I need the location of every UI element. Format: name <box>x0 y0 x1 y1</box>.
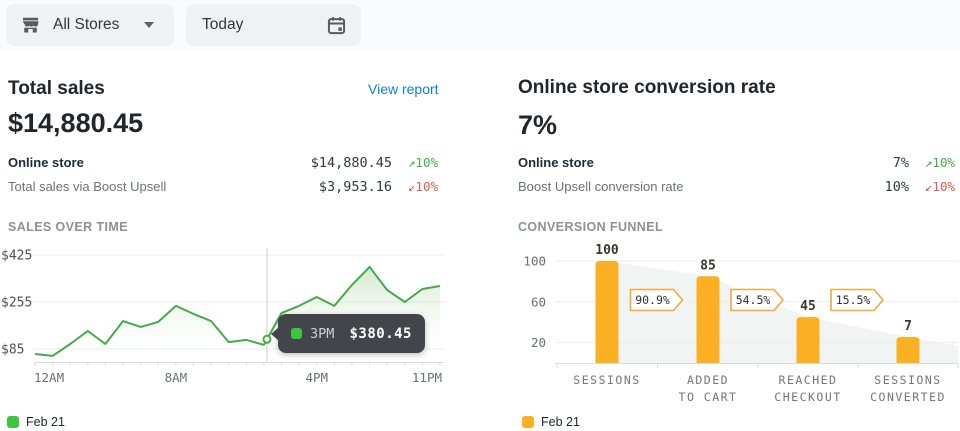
svg-text:4PM: 4PM <box>305 370 328 385</box>
top-bar: All Stores Today <box>0 0 960 50</box>
total-sales-value: $14,880.45 <box>8 108 144 138</box>
trend-down-icon: ↙ <box>924 179 933 194</box>
legend-color-swatch <box>522 416 534 428</box>
chevron-down-icon <box>144 22 154 28</box>
svg-text:CHECKOUT: CHECKOUT <box>774 390 841 404</box>
svg-text:CONVERTED: CONVERTED <box>870 390 946 404</box>
conversion-rate-value: 7% <box>518 110 558 140</box>
table-row: Boost Upsell conversion rate 10% ↙10% <box>518 177 955 196</box>
row-value: 10% <box>884 178 909 195</box>
date-selector-label: Today <box>202 16 244 33</box>
svg-text:8AM: 8AM <box>165 370 188 385</box>
conversion-rate-title: Online store conversion rate <box>518 77 776 98</box>
legend-label: Feb 21 <box>541 415 580 429</box>
store-selector-button[interactable]: All Stores <box>6 4 174 46</box>
svg-text:SESSIONS: SESSIONS <box>874 373 941 387</box>
total-sales-breakdown: Online store $14,880.45 ↗10% Total sales… <box>8 153 438 196</box>
svg-text:SESSIONS: SESSIONS <box>573 373 640 387</box>
table-row: Total sales via Boost Upsell $3,953.16 ↙… <box>8 177 438 196</box>
row-label: Online store <box>8 155 84 170</box>
view-report-link[interactable]: View report <box>368 81 439 97</box>
svg-text:100: 100 <box>595 243 619 258</box>
svg-text:REACHED: REACHED <box>779 373 838 387</box>
legend-label: Feb 21 <box>26 415 65 429</box>
conversion-funnel-chart[interactable]: 100 60 20 100 85 45 7 90.9% 54.5% 15.5% SESSIONS AD… <box>510 240 960 410</box>
svg-text:15.5%: 15.5% <box>836 293 871 307</box>
chart-tooltip: 3PM $380.45 <box>271 314 425 353</box>
tooltip-arrow <box>271 327 279 341</box>
date-selector-button[interactable]: Today <box>186 4 361 46</box>
row-value: $3,953.16 <box>318 178 392 195</box>
svg-text:$255: $255 <box>1 295 32 310</box>
svg-text:TO CART: TO CART <box>679 390 738 404</box>
sales-over-time-label: SALES OVER TIME <box>8 220 128 234</box>
trend-up-icon: ↗ <box>924 155 933 170</box>
row-value: 7% <box>892 154 909 171</box>
delta-value: 10% <box>415 155 438 170</box>
delta-value: 10% <box>415 179 438 194</box>
delta-value: 10% <box>932 155 955 170</box>
tooltip-value: $380.45 <box>349 325 412 342</box>
svg-text:90.9%: 90.9% <box>635 293 670 307</box>
row-label: Total sales via Boost Upsell <box>8 179 167 194</box>
delta-value: 10% <box>932 179 955 194</box>
svg-text:11PM: 11PM <box>412 370 442 385</box>
legend-color-swatch <box>7 416 19 428</box>
store-selector-label: All Stores <box>53 16 120 33</box>
trend-down-badge: ↙10% <box>909 179 955 194</box>
trend-up-badge: ↗10% <box>909 155 955 170</box>
conversion-funnel-label: CONVERSION FUNNEL <box>518 220 664 234</box>
svg-text:45: 45 <box>800 299 816 314</box>
row-label: Boost Upsell conversion rate <box>518 179 684 194</box>
total-sales-title: Total sales <box>8 78 105 99</box>
svg-text:7: 7 <box>904 319 912 334</box>
svg-text:54.5%: 54.5% <box>736 293 771 307</box>
svg-text:$85: $85 <box>1 343 24 358</box>
trend-down-badge: ↙10% <box>392 179 438 194</box>
series-color-swatch <box>291 328 302 339</box>
svg-text:12AM: 12AM <box>34 370 64 385</box>
svg-text:20: 20 <box>531 335 546 350</box>
row-value: $14,880.45 <box>310 154 392 171</box>
svg-text:$425: $425 <box>1 248 32 263</box>
trend-up-icon: ↗ <box>407 155 416 170</box>
table-row: Online store $14,880.45 ↗10% <box>8 153 438 172</box>
conversion-breakdown: Online store 7% ↗10% Boost Upsell conver… <box>518 153 955 196</box>
funnel-legend: Feb 21 <box>522 415 580 429</box>
table-row: Online store 7% ↗10% <box>518 153 955 172</box>
storefront-icon <box>20 15 41 35</box>
svg-text:60: 60 <box>531 294 546 309</box>
svg-text:100: 100 <box>523 254 546 269</box>
trend-up-badge: ↗10% <box>392 155 438 170</box>
trend-down-icon: ↙ <box>407 179 416 194</box>
tooltip-time: 3PM <box>310 325 335 342</box>
sales-legend: Feb 21 <box>7 415 65 429</box>
calendar-icon <box>326 15 347 36</box>
svg-text:ADDED: ADDED <box>687 373 729 387</box>
svg-text:85: 85 <box>700 258 716 273</box>
row-label: Online store <box>518 155 594 170</box>
